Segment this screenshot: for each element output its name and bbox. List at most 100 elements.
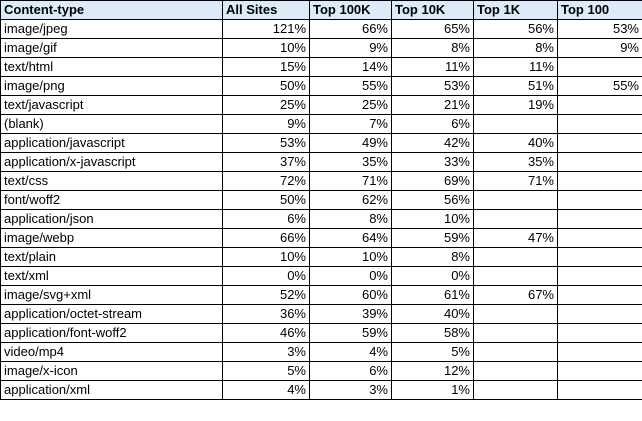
cell-top-1k[interactable] xyxy=(473,266,558,286)
cell-top-100k[interactable]: 7% xyxy=(309,114,392,134)
column-header-top-100k[interactable]: Top 100K xyxy=(309,0,392,20)
cell-content-type[interactable]: text/javascript xyxy=(0,95,223,115)
cell-top-100[interactable] xyxy=(557,361,642,381)
cell-content-type[interactable]: image/png xyxy=(0,76,223,96)
cell-top-1k[interactable]: 8% xyxy=(473,38,558,58)
cell-content-type[interactable]: application/octet-stream xyxy=(0,304,223,324)
cell-top-100k[interactable]: 6% xyxy=(309,361,392,381)
cell-content-type[interactable]: text/xml xyxy=(0,266,223,286)
cell-top-10k[interactable]: 33% xyxy=(391,152,474,172)
cell-top-10k[interactable]: 61% xyxy=(391,285,474,305)
cell-content-type[interactable]: image/jpeg xyxy=(0,19,223,39)
cell-content-type[interactable]: text/html xyxy=(0,57,223,77)
cell-top-1k[interactable] xyxy=(473,342,558,362)
column-header-top-100[interactable]: Top 100 xyxy=(557,0,642,20)
cell-top-10k[interactable]: 12% xyxy=(391,361,474,381)
cell-top-10k[interactable]: 6% xyxy=(391,114,474,134)
cell-top-1k[interactable]: 51% xyxy=(473,76,558,96)
cell-top-100[interactable]: 55% xyxy=(557,76,642,96)
cell-top-1k[interactable] xyxy=(473,380,558,400)
cell-all-sites[interactable]: 36% xyxy=(222,304,310,324)
cell-content-type[interactable]: image/x-icon xyxy=(0,361,223,381)
cell-top-100[interactable] xyxy=(557,247,642,267)
cell-all-sites[interactable]: 5% xyxy=(222,361,310,381)
cell-top-100[interactable] xyxy=(557,209,642,229)
cell-top-100[interactable] xyxy=(557,380,642,400)
cell-top-100[interactable] xyxy=(557,133,642,153)
cell-top-10k[interactable]: 42% xyxy=(391,133,474,153)
cell-all-sites[interactable]: 50% xyxy=(222,190,310,210)
cell-top-100k[interactable]: 9% xyxy=(309,38,392,58)
cell-top-1k[interactable] xyxy=(473,304,558,324)
cell-content-type[interactable]: image/gif xyxy=(0,38,223,58)
cell-all-sites[interactable]: 9% xyxy=(222,114,310,134)
cell-all-sites[interactable]: 3% xyxy=(222,342,310,362)
cell-top-10k[interactable]: 0% xyxy=(391,266,474,286)
cell-all-sites[interactable]: 6% xyxy=(222,209,310,229)
cell-top-100k[interactable]: 10% xyxy=(309,247,392,267)
cell-top-1k[interactable] xyxy=(473,209,558,229)
cell-all-sites[interactable]: 4% xyxy=(222,380,310,400)
cell-top-100[interactable] xyxy=(557,266,642,286)
cell-content-type[interactable]: font/woff2 xyxy=(0,190,223,210)
cell-top-10k[interactable]: 21% xyxy=(391,95,474,115)
cell-top-10k[interactable]: 59% xyxy=(391,228,474,248)
cell-all-sites[interactable]: 25% xyxy=(222,95,310,115)
cell-top-100[interactable] xyxy=(557,342,642,362)
column-header-all-sites[interactable]: All Sites xyxy=(222,0,310,20)
cell-top-100k[interactable]: 4% xyxy=(309,342,392,362)
cell-content-type[interactable]: application/xml xyxy=(0,380,223,400)
cell-all-sites[interactable]: 10% xyxy=(222,38,310,58)
cell-top-1k[interactable] xyxy=(473,190,558,210)
cell-top-100k[interactable]: 39% xyxy=(309,304,392,324)
cell-all-sites[interactable]: 50% xyxy=(222,76,310,96)
cell-top-1k[interactable]: 19% xyxy=(473,95,558,115)
cell-top-100k[interactable]: 0% xyxy=(309,266,392,286)
cell-top-10k[interactable]: 56% xyxy=(391,190,474,210)
cell-content-type[interactable]: video/mp4 xyxy=(0,342,223,362)
cell-content-type[interactable]: text/plain xyxy=(0,247,223,267)
cell-top-10k[interactable]: 10% xyxy=(391,209,474,229)
cell-top-1k[interactable]: 11% xyxy=(473,57,558,77)
cell-top-100[interactable]: 53% xyxy=(557,19,642,39)
cell-all-sites[interactable]: 52% xyxy=(222,285,310,305)
cell-top-100k[interactable]: 66% xyxy=(309,19,392,39)
cell-content-type[interactable]: image/svg+xml xyxy=(0,285,223,305)
cell-top-100[interactable] xyxy=(557,285,642,305)
cell-top-1k[interactable] xyxy=(473,247,558,267)
cell-top-100[interactable] xyxy=(557,171,642,191)
cell-top-10k[interactable]: 8% xyxy=(391,247,474,267)
cell-top-1k[interactable]: 56% xyxy=(473,19,558,39)
cell-all-sites[interactable]: 37% xyxy=(222,152,310,172)
cell-top-100[interactable] xyxy=(557,323,642,343)
column-header-top-1k[interactable]: Top 1K xyxy=(473,0,558,20)
cell-all-sites[interactable]: 72% xyxy=(222,171,310,191)
cell-content-type[interactable]: text/css xyxy=(0,171,223,191)
cell-top-1k[interactable] xyxy=(473,114,558,134)
cell-top-100k[interactable]: 25% xyxy=(309,95,392,115)
cell-top-100k[interactable]: 35% xyxy=(309,152,392,172)
cell-top-100[interactable] xyxy=(557,114,642,134)
cell-content-type[interactable]: application/font-woff2 xyxy=(0,323,223,343)
cell-top-10k[interactable]: 11% xyxy=(391,57,474,77)
cell-all-sites[interactable]: 0% xyxy=(222,266,310,286)
cell-all-sites[interactable]: 121% xyxy=(222,19,310,39)
cell-top-100[interactable] xyxy=(557,304,642,324)
cell-top-10k[interactable]: 40% xyxy=(391,304,474,324)
cell-content-type[interactable]: application/json xyxy=(0,209,223,229)
cell-content-type[interactable]: application/javascript xyxy=(0,133,223,153)
cell-top-1k[interactable] xyxy=(473,323,558,343)
cell-top-1k[interactable]: 47% xyxy=(473,228,558,248)
column-header-top-10k[interactable]: Top 10K xyxy=(391,0,474,20)
cell-top-100[interactable] xyxy=(557,228,642,248)
cell-top-100k[interactable]: 59% xyxy=(309,323,392,343)
cell-top-100k[interactable]: 60% xyxy=(309,285,392,305)
cell-all-sites[interactable]: 15% xyxy=(222,57,310,77)
cell-content-type[interactable]: application/x-javascript xyxy=(0,152,223,172)
cell-content-type[interactable]: (blank) xyxy=(0,114,223,134)
cell-top-100[interactable]: 9% xyxy=(557,38,642,58)
cell-top-100k[interactable]: 62% xyxy=(309,190,392,210)
cell-top-10k[interactable]: 69% xyxy=(391,171,474,191)
cell-all-sites[interactable]: 53% xyxy=(222,133,310,153)
cell-top-10k[interactable]: 58% xyxy=(391,323,474,343)
